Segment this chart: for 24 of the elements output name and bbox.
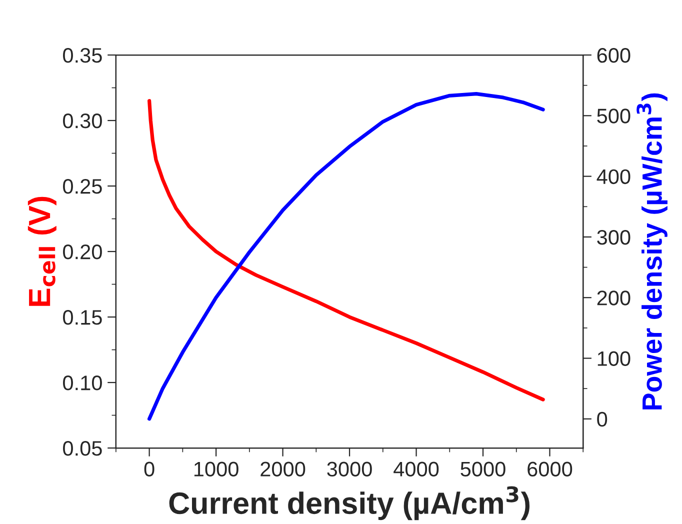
- x-tick-label: 4000: [394, 462, 439, 477]
- x-tick-label: 3000: [327, 462, 372, 477]
- y-tick-label: 0.30: [63, 114, 102, 128]
- x-tick-label: 5000: [460, 462, 506, 477]
- y-tick-label: 0.20: [63, 244, 102, 260]
- y2-tick-label: 100: [598, 351, 630, 366]
- y2-tick-label: 600: [597, 48, 630, 63]
- y-axis-title: E$_{cell}$ (V): [28, 196, 56, 306]
- x-tick-label: 0: [144, 462, 154, 477]
- x-tick-label: 1000: [194, 462, 238, 477]
- y-tick-label: 0.25: [63, 179, 102, 194]
- y-tick-label: 0.35: [63, 48, 102, 63]
- y-tick-label: 0.05: [63, 441, 102, 456]
- y2-tick-label: 300: [597, 230, 630, 245]
- y-tick-label: 0.10: [63, 376, 102, 390]
- x-tick-label: 6000: [528, 462, 572, 477]
- y2-tick-label: 0: [597, 412, 608, 427]
- y-tick-label: 0.15: [63, 310, 102, 325]
- y2-axis-title: Power density (µW/cm$^{3}$): [636, 93, 668, 410]
- y2-tick-label: 200: [597, 290, 630, 306]
- x-axis-title: Current density (µA/cm$^{3}$): [169, 486, 530, 520]
- y2-tick-label: 400: [596, 169, 630, 184]
- x-tick-label: 2000: [260, 462, 306, 477]
- y2-tick-label: 500: [597, 108, 630, 124]
